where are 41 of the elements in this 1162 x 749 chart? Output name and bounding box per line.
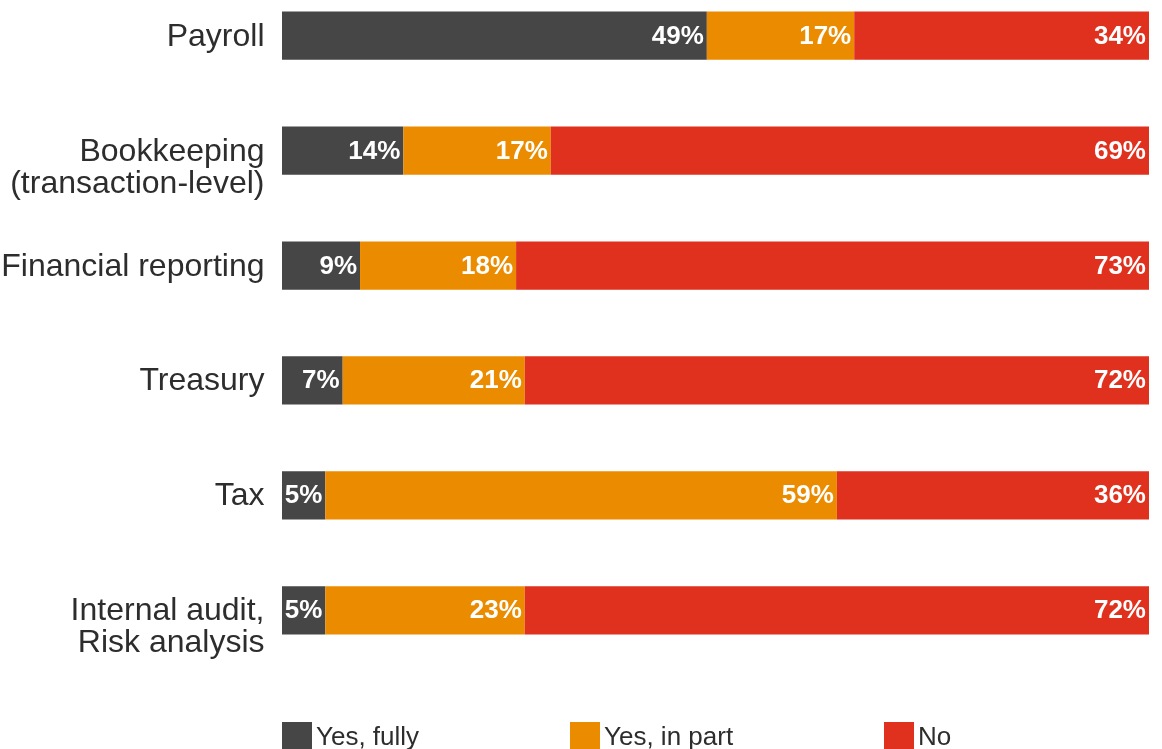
bar (550, 126, 1149, 175)
y-tick-label: Tax (214, 476, 265, 513)
data-label: 17% (495, 134, 548, 165)
bar (282, 126, 404, 175)
data-label: 7% (302, 364, 340, 395)
data-label: 69% (1093, 134, 1146, 165)
data-label: 23% (469, 594, 522, 625)
data-label: 5% (284, 594, 323, 625)
data-label: 72% (1093, 594, 1146, 625)
bar (516, 241, 1149, 290)
data-label: 34% (1093, 19, 1146, 50)
bar (836, 471, 1149, 520)
data-label: 17% (799, 19, 852, 50)
bar (854, 11, 1149, 60)
bar (524, 586, 1149, 635)
y-tick-label: Bookkeeping (transaction-level) (10, 131, 265, 200)
bar (282, 241, 361, 290)
y-tick-label: Internal audit, Risk analysis (70, 591, 265, 660)
y-tick-label: Treasury (139, 361, 265, 398)
bar (524, 356, 1149, 405)
data-label: 49% (651, 19, 704, 50)
data-label: 18% (461, 249, 514, 280)
bar (706, 11, 855, 60)
y-tick-label: Payroll (166, 16, 265, 53)
bar (325, 586, 525, 635)
data-label: 72% (1093, 364, 1146, 395)
legend-label: No (918, 721, 952, 749)
y-tick-label: Financial reporting (1, 246, 265, 283)
bar (342, 356, 525, 405)
data-label: 9% (319, 249, 358, 280)
data-label: 59% (781, 479, 834, 510)
data-label: 36% (1093, 479, 1146, 510)
data-label: 73% (1093, 249, 1146, 280)
bar (282, 356, 343, 405)
bar (325, 471, 837, 520)
bar (360, 241, 517, 290)
bar (282, 11, 707, 60)
data-label: 21% (469, 364, 522, 395)
data-label: 14% (348, 134, 401, 165)
data-label: 5% (284, 479, 323, 510)
bar (403, 126, 551, 175)
